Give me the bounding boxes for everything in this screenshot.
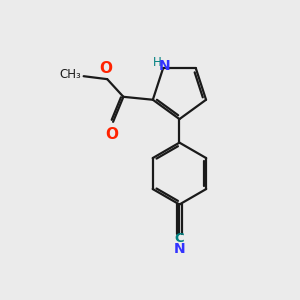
Text: H: H xyxy=(153,56,162,68)
Text: O: O xyxy=(99,61,112,76)
Text: CH₃: CH₃ xyxy=(59,68,81,81)
Text: C: C xyxy=(175,232,184,244)
Text: O: O xyxy=(105,127,118,142)
Text: N: N xyxy=(159,59,170,74)
Text: N: N xyxy=(174,242,185,256)
